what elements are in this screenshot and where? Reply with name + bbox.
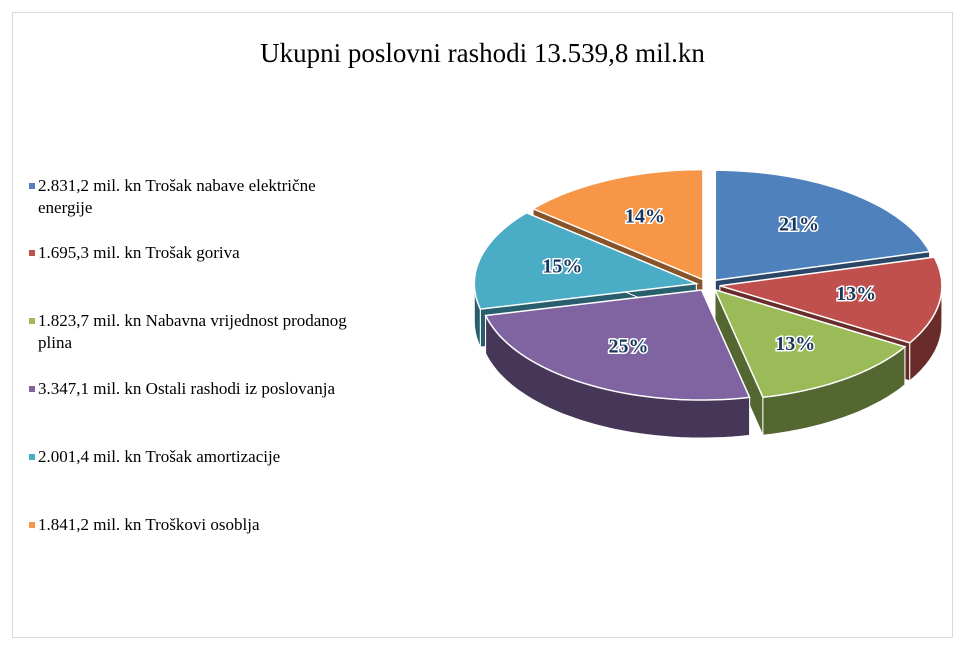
slice [531,168,704,281]
legend-item: 1.695,3 mil. kn Trošak goriva [29,242,348,264]
data-label: 14% [625,205,665,227]
legend-marker [29,522,35,528]
legend-item: 1.841,2 mil. kn Troškovi osoblja [29,514,348,536]
legend-item: 2.831,2 mil. kn Trošak nabave električne… [29,175,348,219]
data-label: 15% [542,255,582,277]
legend-label: 1.823,7 mil. kn Nabavna vrijednost proda… [38,311,347,352]
data-label: 13% [836,283,876,305]
slice [484,289,751,401]
legend-marker [29,318,35,324]
chart-frame [12,12,953,638]
slice [714,169,931,282]
legend-label: 2.831,2 mil. kn Trošak nabave električne… [38,176,316,217]
legend-item: 2.001,4 mil. kn Trošak amortizacije [29,446,348,468]
legend-label: 1.695,3 mil. kn Trošak goriva [38,243,240,262]
legend-marker [29,250,35,256]
legend-item: 3.347,1 mil. kn Ostali rashodi iz poslov… [29,378,348,400]
legend-label: 2.001,4 mil. kn Trošak amortizacije [38,447,281,466]
legend-label: 1.841,2 mil. kn Troškovi osoblja [38,515,260,534]
legend-marker [29,454,35,460]
legend-marker [29,183,35,189]
data-label: 13% [775,333,815,355]
legend-item: 1.823,7 mil. kn Nabavna vrijednost proda… [29,310,348,354]
legend-label: 3.347,1 mil. kn Ostali rashodi iz poslov… [38,379,335,398]
legend-marker [29,386,35,392]
chart-title: Ukupni poslovni rashodi 13.539,8 mil.kn [260,38,705,68]
data-label: 21% [779,214,819,236]
slice [473,211,700,310]
data-label: 25% [609,335,649,357]
slice [713,288,907,399]
slice [719,256,943,344]
